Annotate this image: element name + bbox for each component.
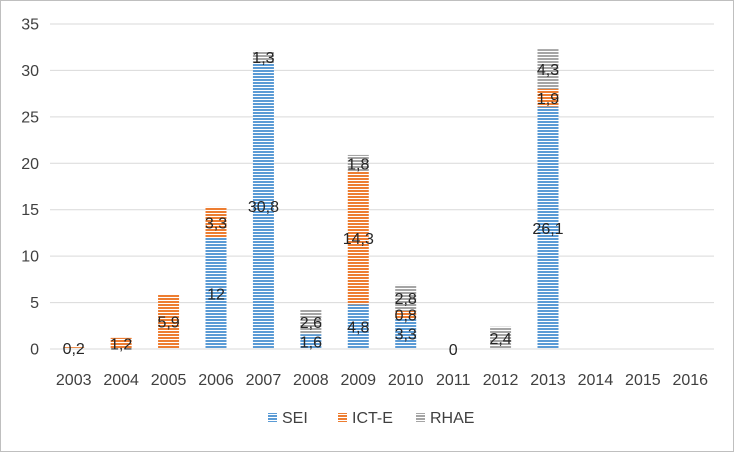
data-label: 1,8 xyxy=(347,156,369,173)
data-label: 3,3 xyxy=(395,327,417,344)
bar-rhae-2012 xyxy=(490,326,512,349)
bar-sei-2013 xyxy=(537,106,559,350)
bar-ict-e-2010 xyxy=(395,310,417,319)
bar-ict-e-2003 xyxy=(63,347,85,349)
bar-rhae-2010 xyxy=(395,284,417,311)
data-label: 4,8 xyxy=(347,320,369,337)
bars xyxy=(63,49,559,350)
x-tick-label: 2015 xyxy=(625,372,661,389)
bar-rhae-2008 xyxy=(300,310,322,335)
y-tick-label: 30 xyxy=(21,63,39,80)
bar-rhae-2009 xyxy=(347,154,369,172)
bar-sei-2006 xyxy=(205,237,227,349)
y-tick-label: 10 xyxy=(21,249,39,266)
data-label: 1,2 xyxy=(110,336,132,353)
bar-ict-e-2006 xyxy=(205,206,227,238)
bar-rhae-2013 xyxy=(537,49,559,89)
y-tick-label: 20 xyxy=(21,156,39,173)
data-label: 0,2 xyxy=(63,341,85,358)
y-tick-label: 25 xyxy=(21,109,39,126)
data-label: 5,9 xyxy=(157,315,179,332)
x-tick-label: 2003 xyxy=(56,372,92,389)
bar-ict-e-2009 xyxy=(347,171,369,305)
legend-label: ICT-E xyxy=(352,410,393,427)
data-label: 26,1 xyxy=(532,221,563,238)
data-label: 30,8 xyxy=(248,199,279,216)
bar-sei-2008 xyxy=(300,334,322,349)
y-tick-label: 35 xyxy=(21,17,39,34)
legend-item-ict-e: ICT-E xyxy=(338,410,393,427)
x-tick-label: 2005 xyxy=(151,372,187,389)
data-label: 14,3 xyxy=(343,231,374,248)
bar-ict-e-2004 xyxy=(110,337,132,349)
data-label: 0 xyxy=(449,342,458,359)
x-tick-label: 2013 xyxy=(530,372,566,389)
x-tick-label: 2004 xyxy=(103,372,139,389)
x-tick-label: 2007 xyxy=(246,372,282,389)
bar-ict-e-2005 xyxy=(158,294,180,349)
legend-label: RHAE xyxy=(430,410,474,427)
data-label: 0,8 xyxy=(395,308,417,325)
data-label: 12 xyxy=(207,286,225,303)
legend-item-rhae: RHAE xyxy=(416,410,474,427)
x-tick-label: 2010 xyxy=(388,372,424,389)
legend-swatch xyxy=(416,413,425,422)
x-tick-label: 2016 xyxy=(672,372,708,389)
data-label: 4,3 xyxy=(537,62,559,79)
bar-rhae-2007 xyxy=(252,50,274,63)
data-label: 3,3 xyxy=(205,215,227,232)
x-axis-tick-labels: 2003 2004 2005 2006 2007 2008 2009 2010 2011 2012… xyxy=(56,372,708,389)
x-tick-label: 2012 xyxy=(483,372,519,389)
x-tick-label: 2009 xyxy=(340,372,376,389)
data-label: 2,4 xyxy=(489,331,511,348)
bar-ict-e-2013 xyxy=(537,89,559,107)
bar-sei-2009 xyxy=(347,304,369,349)
y-axis-tick-labels: 0 5 10 15 20 25 30 35 xyxy=(21,17,39,359)
y-tick-label: 5 xyxy=(30,295,39,312)
legend-swatch xyxy=(338,413,347,422)
gridlines xyxy=(50,23,714,304)
bar-sei-2010 xyxy=(395,318,417,349)
data-label: 1,6 xyxy=(300,335,322,352)
data-label: 1,3 xyxy=(252,50,274,67)
x-tick-label: 2014 xyxy=(578,372,614,389)
y-tick-label: 15 xyxy=(21,202,39,219)
x-tick-label: 2008 xyxy=(293,372,329,389)
legend-label: SEI xyxy=(282,410,308,427)
x-tick-label: 2011 xyxy=(436,372,471,389)
bar-sei-2007 xyxy=(252,63,274,349)
data-labels: 0,2 1,2 5,9 12 3,3 30,8 1,3 1,6 2,6 4,8 14,3 1,8 3,3… xyxy=(63,50,564,359)
legend: SEI ICT-E RHAE xyxy=(268,410,474,427)
data-label: 2,6 xyxy=(300,315,322,332)
legend-item-sei: SEI xyxy=(268,410,308,427)
data-label: 2,8 xyxy=(395,291,417,308)
legend-swatch xyxy=(268,413,277,422)
y-tick-label: 0 xyxy=(30,342,39,359)
data-label: 1,9 xyxy=(537,91,559,108)
x-tick-label: 2006 xyxy=(198,372,234,389)
